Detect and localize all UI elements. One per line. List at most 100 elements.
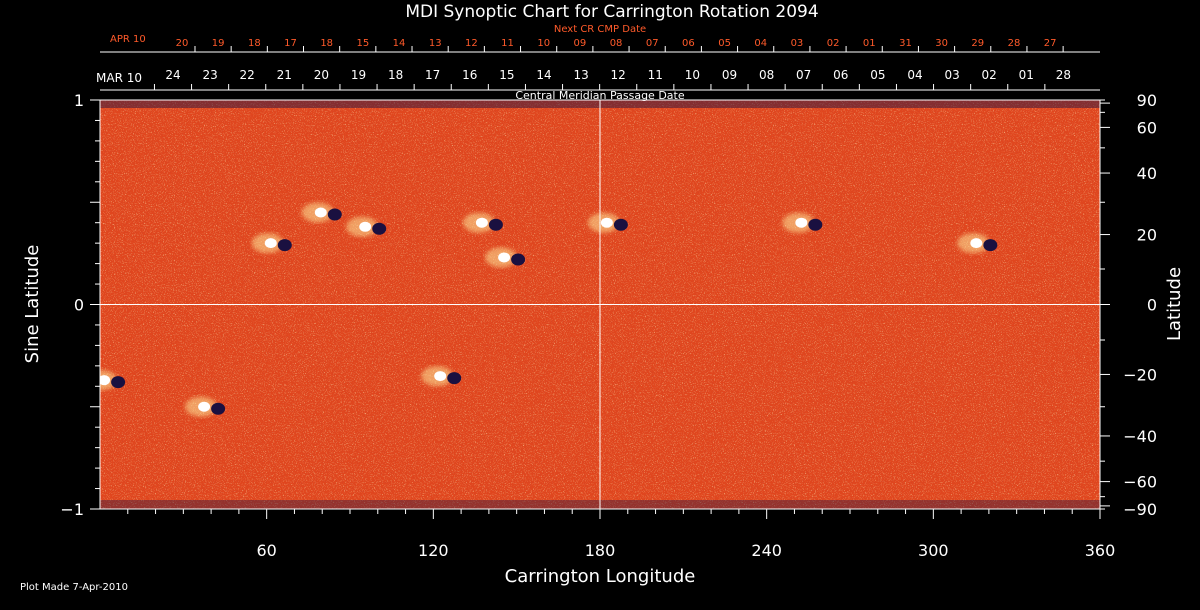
primary-date-label: 17 xyxy=(425,68,440,82)
x-tick-label: 60 xyxy=(256,541,276,560)
negative-polarity-spot xyxy=(372,222,387,235)
y-right-tick-label: 40 xyxy=(1137,164,1157,183)
active-region xyxy=(301,202,342,223)
y-axis-label: Sine Latitude xyxy=(22,245,43,364)
secondary-date-label: 20 xyxy=(176,38,189,49)
primary-date-label: 13 xyxy=(573,68,588,82)
y-right-tick-label: 0 xyxy=(1147,296,1157,315)
primary-date-label: 28 xyxy=(1056,68,1071,82)
positive-polarity-spot xyxy=(198,401,211,412)
primary-date-label: 22 xyxy=(240,68,255,82)
chart-title: MDI Synoptic Chart for Carrington Rotati… xyxy=(405,2,818,22)
secondary-date-label: 18 xyxy=(320,38,333,49)
secondary-date-label: 11 xyxy=(501,38,514,49)
primary-date-label: 15 xyxy=(499,68,514,82)
y-left-tick-label: 1 xyxy=(74,91,84,110)
secondary-date-label: 14 xyxy=(393,38,406,49)
positive-polarity-spot xyxy=(100,375,111,386)
positive-polarity-spot xyxy=(475,217,488,228)
primary-date-label: 09 xyxy=(722,68,737,82)
primary-date-label: 18 xyxy=(388,68,403,82)
x-ticks: 60 120 180 240 300 360 xyxy=(127,509,1116,560)
positive-polarity-spot xyxy=(600,217,613,228)
secondary-date-ticks: 20 19 18 17 18 15 14 13 12 11 10 09 08 07 06 05 04 03 02 01… xyxy=(176,38,1064,52)
primary-date-label: 04 xyxy=(907,68,922,82)
secondary-date-label: 01 xyxy=(863,38,876,49)
positive-polarity-spot xyxy=(314,207,327,218)
secondary-axis-start-label: APR 10 xyxy=(110,34,146,45)
primary-date-label: 16 xyxy=(462,68,477,82)
primary-axis-start-label: MAR 10 xyxy=(96,71,142,85)
primary-date-label: 21 xyxy=(277,68,292,82)
positive-polarity-spot xyxy=(795,217,808,228)
magnetogram-map xyxy=(100,100,1100,509)
secondary-date-label: 13 xyxy=(429,38,442,49)
plot-made-label: Plot Made 7-Apr-2010 xyxy=(20,582,128,593)
y-left-tick-label: −1 xyxy=(60,500,84,519)
y-ticks-left: 1 0 −1 xyxy=(60,91,100,519)
secondary-date-label: 30 xyxy=(935,38,948,49)
y-right-tick-label: −20 xyxy=(1123,365,1157,384)
negative-polarity-spot xyxy=(447,372,462,385)
x-tick-label: 120 xyxy=(418,541,449,560)
x-tick-label: 300 xyxy=(918,541,949,560)
active-regions-layer xyxy=(100,202,998,417)
negative-polarity-spot xyxy=(808,218,823,231)
secondary-date-label: 27 xyxy=(1044,38,1057,49)
positive-polarity-spot xyxy=(498,252,511,263)
x-tick-label: 360 xyxy=(1085,541,1116,560)
active-region xyxy=(421,366,462,387)
active-region xyxy=(251,233,292,254)
secondary-date-label: 15 xyxy=(356,38,369,49)
positive-polarity-spot xyxy=(434,371,447,382)
secondary-date-label: 31 xyxy=(899,38,912,49)
active-region xyxy=(462,212,503,233)
active-region xyxy=(485,247,526,268)
negative-polarity-spot xyxy=(327,208,342,221)
x-axis-label: Carrington Longitude xyxy=(505,566,696,587)
secondary-date-label: 09 xyxy=(574,38,587,49)
secondary-date-label: 12 xyxy=(465,38,478,49)
secondary-date-label: 08 xyxy=(610,38,623,49)
y-right-tick-label: 60 xyxy=(1137,118,1157,137)
secondary-date-label: 05 xyxy=(718,38,731,49)
positive-polarity-spot xyxy=(264,238,277,249)
active-region xyxy=(782,212,823,233)
secondary-date-label: 03 xyxy=(791,38,804,49)
primary-date-label: 01 xyxy=(1019,68,1034,82)
primary-date-label: 23 xyxy=(202,68,217,82)
negative-polarity-spot xyxy=(613,218,628,231)
y-right-tick-label: 90 xyxy=(1137,91,1157,110)
primary-date-label: 08 xyxy=(759,68,774,82)
y-left-tick-label: 0 xyxy=(74,296,84,315)
primary-date-label: 06 xyxy=(833,68,848,82)
y-right-tick-label: −90 xyxy=(1123,500,1157,519)
secondary-axis-caption: Next CR CMP Date xyxy=(554,24,646,35)
negative-polarity-spot xyxy=(211,402,226,415)
negative-polarity-spot xyxy=(488,218,503,231)
primary-axis-caption: Central Meridian Passage Date xyxy=(515,89,684,102)
negative-polarity-spot xyxy=(983,239,998,252)
x-tick-label: 240 xyxy=(751,541,782,560)
y-right-tick-label: −40 xyxy=(1123,427,1157,446)
primary-date-label: 03 xyxy=(944,68,959,82)
primary-date-label: 02 xyxy=(982,68,997,82)
secondary-date-label: 02 xyxy=(827,38,840,49)
y-ticks-right: 90 60 40 20 0 −20 −40 −60 −90 xyxy=(1100,91,1157,519)
active-region xyxy=(957,233,998,254)
positive-polarity-spot xyxy=(359,221,372,232)
primary-date-label: 14 xyxy=(536,68,551,82)
primary-date-label: 10 xyxy=(685,68,700,82)
y-right-tick-label: −60 xyxy=(1123,473,1157,492)
primary-date-label: 19 xyxy=(351,68,366,82)
primary-date-label: 11 xyxy=(648,68,663,82)
negative-polarity-spot xyxy=(111,376,126,389)
secondary-date-label: 28 xyxy=(1008,38,1021,49)
secondary-date-label: 07 xyxy=(646,38,659,49)
primary-date-label: 12 xyxy=(611,68,626,82)
y-axis-right-label: Latitude xyxy=(1164,267,1185,341)
active-region xyxy=(100,370,126,391)
primary-date-label: 24 xyxy=(165,68,180,82)
positive-polarity-spot xyxy=(970,238,983,249)
y-right-tick-label: 20 xyxy=(1137,226,1157,245)
